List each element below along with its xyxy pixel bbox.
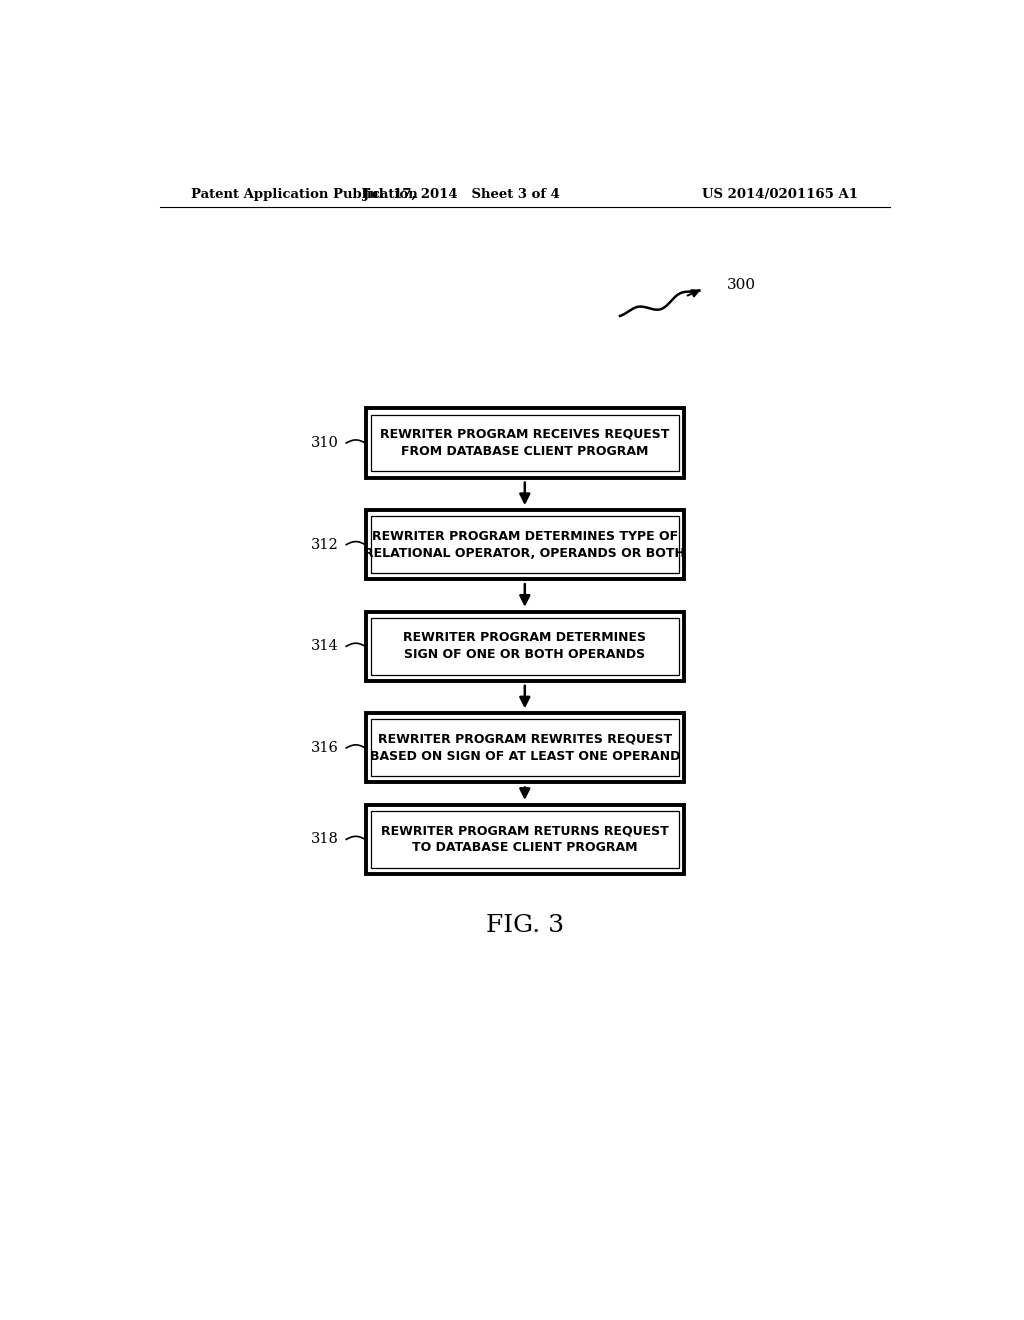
Text: REWRITER PROGRAM DETERMINES TYPE OF
RELATIONAL OPERATOR, OPERANDS OR BOTH: REWRITER PROGRAM DETERMINES TYPE OF RELA… bbox=[365, 529, 685, 560]
Bar bbox=[367, 510, 684, 579]
Text: 318: 318 bbox=[310, 833, 338, 846]
Text: Patent Application Publication: Patent Application Publication bbox=[191, 189, 418, 202]
Bar bbox=[367, 408, 684, 478]
Bar bbox=[371, 719, 679, 776]
Text: 310: 310 bbox=[310, 436, 338, 450]
Text: REWRITER PROGRAM RETURNS REQUEST
TO DATABASE CLIENT PROGRAM: REWRITER PROGRAM RETURNS REQUEST TO DATA… bbox=[381, 825, 669, 854]
Text: REWRITER PROGRAM REWRITES REQUEST
BASED ON SIGN OF AT LEAST ONE OPERAND: REWRITER PROGRAM REWRITES REQUEST BASED … bbox=[370, 733, 680, 763]
Text: REWRITER PROGRAM DETERMINES
SIGN OF ONE OR BOTH OPERANDS: REWRITER PROGRAM DETERMINES SIGN OF ONE … bbox=[403, 631, 646, 661]
Bar bbox=[371, 516, 679, 573]
Text: REWRITER PROGRAM RECEIVES REQUEST
FROM DATABASE CLIENT PROGRAM: REWRITER PROGRAM RECEIVES REQUEST FROM D… bbox=[380, 428, 670, 458]
Text: Jul. 17, 2014   Sheet 3 of 4: Jul. 17, 2014 Sheet 3 of 4 bbox=[362, 189, 560, 202]
Text: 300: 300 bbox=[727, 279, 757, 293]
Text: 316: 316 bbox=[310, 741, 338, 755]
Bar bbox=[371, 414, 679, 471]
Bar bbox=[367, 611, 684, 681]
Text: FIG. 3: FIG. 3 bbox=[485, 915, 564, 937]
Text: 312: 312 bbox=[310, 537, 338, 552]
Bar bbox=[371, 618, 679, 675]
Bar bbox=[367, 713, 684, 783]
Text: 314: 314 bbox=[310, 639, 338, 653]
Text: US 2014/0201165 A1: US 2014/0201165 A1 bbox=[702, 189, 858, 202]
Bar bbox=[371, 810, 679, 867]
Bar bbox=[367, 805, 684, 874]
